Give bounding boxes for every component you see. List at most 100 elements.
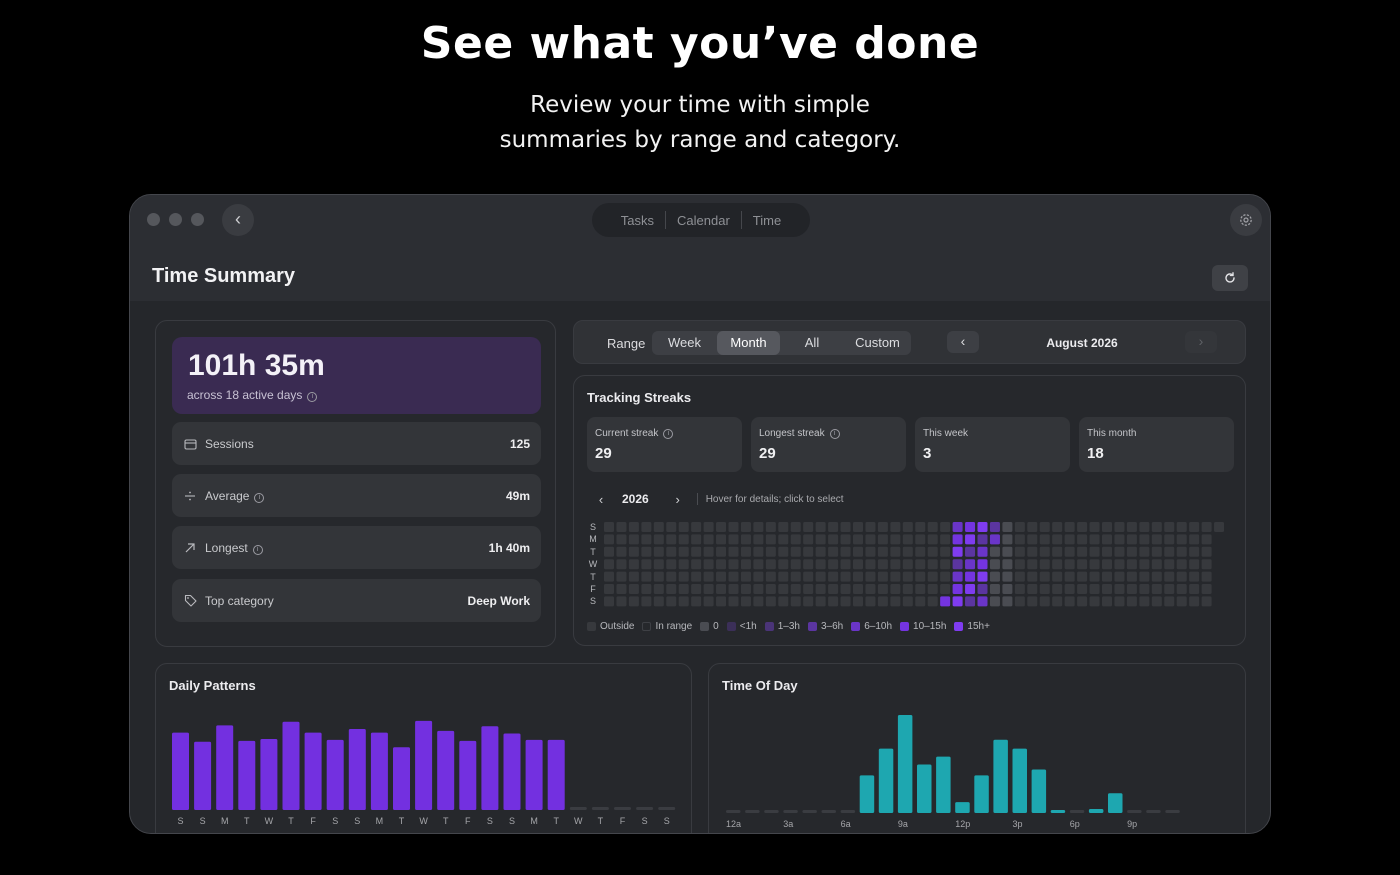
heatmap-cell[interactable] <box>604 584 614 594</box>
heatmap-cell[interactable] <box>815 584 826 594</box>
heatmap-cell[interactable] <box>628 522 639 532</box>
heatmap-cell[interactable] <box>1114 522 1125 532</box>
heatmap-cell[interactable] <box>1151 559 1162 570</box>
heatmap-cell[interactable] <box>927 571 938 582</box>
heatmap-cell[interactable] <box>965 584 976 594</box>
chart-bar[interactable] <box>658 807 676 810</box>
heatmap-cell[interactable] <box>915 522 926 532</box>
heatmap-cell[interactable] <box>1201 534 1212 545</box>
heatmap-cell[interactable] <box>815 596 826 607</box>
heatmap-cell[interactable] <box>890 546 901 557</box>
heatmap-cell[interactable] <box>977 522 988 532</box>
heatmap-cell[interactable] <box>940 522 951 532</box>
heatmap-cell[interactable] <box>890 559 901 570</box>
heatmap-cell[interactable] <box>1027 571 1038 582</box>
heatmap-cell[interactable] <box>1176 571 1187 582</box>
heatmap-cell[interactable] <box>877 571 888 582</box>
chart-bar[interactable] <box>1127 810 1142 813</box>
heatmap-cell[interactable] <box>1114 559 1125 570</box>
tab-tasks[interactable]: Tasks <box>620 212 655 228</box>
heatmap-cell[interactable] <box>989 534 1000 545</box>
heatmap-cell[interactable] <box>728 571 739 582</box>
heatmap-cell[interactable] <box>641 584 652 594</box>
chart-bar[interactable] <box>393 747 410 810</box>
chart-bar[interactable] <box>1088 809 1104 813</box>
heatmap-cell[interactable] <box>902 571 913 582</box>
heatmap-cell[interactable] <box>790 546 801 557</box>
heatmap-cell[interactable] <box>1189 546 1200 557</box>
heatmap-cell[interactable] <box>778 546 789 557</box>
heatmap-cell[interactable] <box>853 584 863 594</box>
heatmap-cell[interactable] <box>952 571 963 582</box>
heatmap-cell[interactable] <box>1151 584 1162 594</box>
heatmap-cell[interactable] <box>653 546 664 557</box>
heatmap-cell[interactable] <box>678 559 689 570</box>
tab-calendar[interactable]: Calendar <box>677 212 730 228</box>
heatmap-cell[interactable] <box>989 522 1000 532</box>
heatmap-cell[interactable] <box>1102 596 1112 607</box>
heatmap-cell[interactable] <box>703 534 714 545</box>
heatmap-cell[interactable] <box>691 534 702 545</box>
heatmap-cell[interactable] <box>765 534 776 545</box>
heatmap-cell[interactable] <box>678 571 689 582</box>
heatmap-cell[interactable] <box>1002 571 1013 582</box>
heatmap-cell[interactable] <box>703 522 714 532</box>
heatmap-cell[interactable] <box>1077 571 1088 582</box>
info-icon[interactable]: i <box>252 544 263 555</box>
heatmap-cell[interactable] <box>1052 571 1063 582</box>
heatmap-cell[interactable] <box>877 522 888 532</box>
chart-bar[interactable] <box>614 807 631 810</box>
heatmap-cell[interactable] <box>977 534 988 545</box>
heatmap-cell[interactable] <box>952 596 963 607</box>
heatmap-cell[interactable] <box>753 522 764 532</box>
heatmap-cell[interactable] <box>1039 596 1050 607</box>
heatmap-cell[interactable] <box>1052 522 1063 532</box>
heatmap-cell[interactable] <box>790 559 801 570</box>
heatmap-cell[interactable] <box>703 571 714 582</box>
heatmap-cell[interactable] <box>940 534 951 545</box>
heatmap-cell[interactable] <box>902 546 913 557</box>
heatmap-cell[interactable] <box>1164 596 1175 607</box>
heatmap-cell[interactable] <box>790 571 801 582</box>
heatmap-cell[interactable] <box>989 596 1000 607</box>
heatmap-cell[interactable] <box>703 596 714 607</box>
range-option-all[interactable]: All <box>804 335 820 350</box>
heatmap-cell[interactable] <box>940 546 951 557</box>
heatmap-cell[interactable] <box>778 559 789 570</box>
heatmap-cell[interactable] <box>815 559 826 570</box>
tab-time[interactable]: Time <box>752 212 782 228</box>
heatmap-cell[interactable] <box>927 596 938 607</box>
heatmap-cell[interactable] <box>616 571 627 582</box>
heatmap-cell[interactable] <box>965 571 976 582</box>
heatmap-cell[interactable] <box>1052 534 1063 545</box>
heatmap-cell[interactable] <box>803 596 814 607</box>
heatmap-cell[interactable] <box>1052 546 1063 557</box>
heatmap-cell[interactable] <box>604 534 614 545</box>
heatmap-cell[interactable] <box>840 596 851 607</box>
heatmap-cell[interactable] <box>1102 522 1112 532</box>
heatmap-cell[interactable] <box>790 534 801 545</box>
heatmap-cell[interactable] <box>1064 559 1075 570</box>
chart-bar[interactable] <box>936 756 951 813</box>
heatmap-cell[interactable] <box>965 559 976 570</box>
heatmap-cell[interactable] <box>653 559 664 570</box>
heatmap-cell[interactable] <box>1002 522 1013 532</box>
heatmap-cell[interactable] <box>1027 534 1038 545</box>
close-window-button[interactable] <box>147 213 160 226</box>
heatmap-cell[interactable] <box>1064 522 1075 532</box>
heatmap-cell[interactable] <box>1139 546 1150 557</box>
heatmap-cell[interactable] <box>927 584 938 594</box>
heatmap-cell[interactable] <box>1139 584 1150 594</box>
heatmap-cell[interactable] <box>678 584 689 594</box>
heatmap-cell[interactable] <box>1114 571 1125 582</box>
chart-bar[interactable] <box>172 732 189 810</box>
heatmap-cell[interactable] <box>977 584 988 594</box>
heatmap-cell[interactable] <box>803 534 814 545</box>
heatmap-cell[interactable] <box>716 522 727 532</box>
heatmap-cell[interactable] <box>1064 546 1075 557</box>
chart-bar[interactable] <box>1165 810 1180 813</box>
heatmap-cell[interactable] <box>765 522 776 532</box>
heatmap-cell[interactable] <box>1077 534 1088 545</box>
heatmap-cell[interactable] <box>865 522 876 532</box>
heatmap-cell[interactable] <box>778 571 789 582</box>
